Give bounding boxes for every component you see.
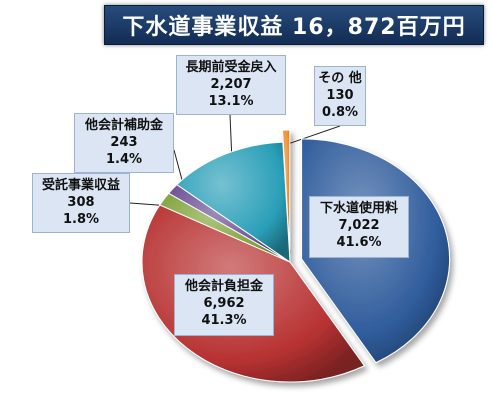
label-name: 下水道使用料 bbox=[319, 201, 398, 216]
pie-slice bbox=[282, 129, 291, 251]
label-percent: 0.8% bbox=[321, 105, 359, 120]
label-long-term-deferred: 長期前受金戻入 2,207 13.1% bbox=[176, 55, 286, 115]
label-sewer-usage-fee: 下水道使用料 7,022 41.6% bbox=[309, 196, 409, 258]
label-value: 7,022 bbox=[338, 218, 380, 233]
label-percent: 41.6% bbox=[336, 235, 382, 250]
label-name: 他会計負担金 bbox=[184, 279, 263, 294]
label-value: 130 bbox=[326, 88, 354, 103]
label-percent: 1.8% bbox=[62, 212, 100, 227]
pie-slices bbox=[141, 129, 451, 383]
label-percent: 41.3% bbox=[201, 313, 247, 328]
label-name: その 他 bbox=[318, 71, 362, 86]
leader-line bbox=[286, 125, 341, 145]
label-other-account-burden: 他会計負担金 6,962 41.3% bbox=[174, 274, 274, 336]
label-name: 受託事業収益 bbox=[41, 178, 120, 193]
label-value: 2,207 bbox=[210, 77, 252, 92]
label-percent: 13.1% bbox=[208, 94, 254, 109]
pie-slice bbox=[176, 141, 291, 263]
label-value: 6,962 bbox=[203, 296, 245, 311]
label-name: 他会計補助金 bbox=[84, 118, 163, 133]
label-name: 長期前受金戻入 bbox=[185, 60, 277, 75]
label-percent: 1.4% bbox=[105, 152, 143, 167]
label-value: 243 bbox=[110, 135, 138, 150]
label-other: その 他 130 0.8% bbox=[314, 66, 366, 126]
label-other-account-subsidy: 他会計補助金 243 1.4% bbox=[74, 113, 174, 173]
label-contract-revenue: 受託事業収益 308 1.8% bbox=[32, 173, 130, 233]
label-value: 308 bbox=[67, 195, 95, 210]
chart-title: 下水道事業収益 16，872百万円 bbox=[104, 5, 484, 45]
